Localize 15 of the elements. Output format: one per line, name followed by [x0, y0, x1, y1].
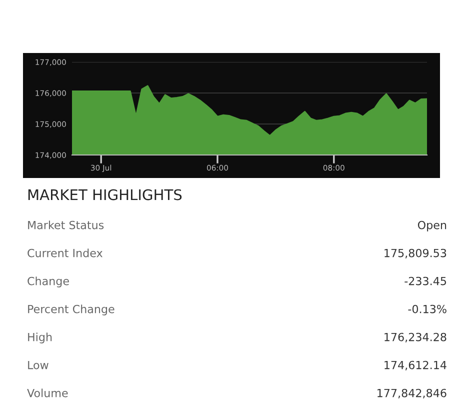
text: -0.13% [408, 304, 446, 314]
text: 175,809.53 [384, 248, 446, 258]
text: Change [28, 276, 69, 288]
text: Low [28, 360, 48, 370]
text: -233.45 [404, 276, 446, 286]
text: High [28, 332, 52, 344]
text: Volume [27, 388, 68, 398]
text: Current Index [28, 248, 102, 258]
text: Market Status [28, 220, 104, 230]
text: 174,612.14 [384, 360, 446, 370]
text: MARKET HIGHLIGHTS [28, 189, 182, 200]
text: 177,842,846 [378, 388, 446, 398]
text: Percent Change [28, 304, 114, 316]
text: Open [418, 220, 446, 232]
text: 176,234.28 [384, 332, 446, 342]
